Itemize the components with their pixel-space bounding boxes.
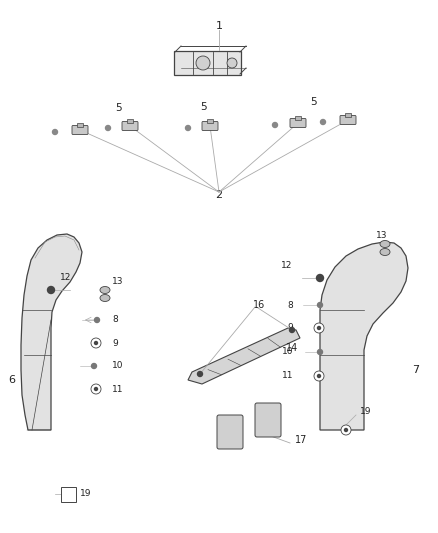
Circle shape bbox=[227, 58, 237, 68]
Ellipse shape bbox=[380, 248, 390, 255]
Circle shape bbox=[47, 287, 54, 294]
Circle shape bbox=[53, 130, 57, 134]
Text: 6: 6 bbox=[8, 375, 15, 385]
Circle shape bbox=[293, 121, 297, 125]
Circle shape bbox=[341, 425, 351, 435]
Text: 14: 14 bbox=[286, 343, 298, 353]
Circle shape bbox=[75, 128, 79, 132]
Circle shape bbox=[91, 384, 101, 394]
Circle shape bbox=[343, 118, 347, 122]
FancyBboxPatch shape bbox=[202, 122, 218, 131]
FancyBboxPatch shape bbox=[255, 403, 281, 437]
Circle shape bbox=[106, 125, 110, 131]
FancyBboxPatch shape bbox=[122, 122, 138, 131]
Circle shape bbox=[92, 364, 96, 368]
Circle shape bbox=[318, 350, 322, 354]
Circle shape bbox=[321, 119, 325, 125]
Polygon shape bbox=[188, 328, 300, 384]
Text: 17: 17 bbox=[295, 435, 307, 445]
Circle shape bbox=[290, 327, 294, 333]
Text: 9: 9 bbox=[112, 338, 118, 348]
Circle shape bbox=[345, 429, 347, 432]
Text: 10: 10 bbox=[112, 361, 124, 370]
Circle shape bbox=[91, 338, 101, 348]
Text: 5: 5 bbox=[310, 97, 317, 107]
Text: 12: 12 bbox=[60, 273, 71, 282]
Circle shape bbox=[318, 303, 322, 308]
Text: 5: 5 bbox=[200, 102, 207, 112]
Polygon shape bbox=[21, 234, 82, 430]
FancyBboxPatch shape bbox=[60, 487, 75, 502]
FancyBboxPatch shape bbox=[217, 415, 243, 449]
Polygon shape bbox=[320, 242, 408, 430]
Text: 12: 12 bbox=[281, 262, 292, 271]
Circle shape bbox=[198, 372, 202, 376]
Text: 7: 7 bbox=[412, 365, 419, 375]
Text: 10: 10 bbox=[282, 348, 293, 357]
FancyBboxPatch shape bbox=[340, 116, 356, 125]
Circle shape bbox=[317, 274, 324, 281]
Circle shape bbox=[125, 124, 129, 128]
FancyBboxPatch shape bbox=[174, 51, 241, 75]
Text: 11: 11 bbox=[112, 384, 124, 393]
Ellipse shape bbox=[380, 240, 390, 247]
Circle shape bbox=[205, 124, 209, 128]
FancyBboxPatch shape bbox=[295, 116, 301, 120]
Circle shape bbox=[272, 123, 278, 127]
FancyBboxPatch shape bbox=[72, 125, 88, 134]
Text: 2: 2 bbox=[215, 190, 223, 200]
Text: 8: 8 bbox=[287, 301, 293, 310]
Circle shape bbox=[95, 342, 98, 344]
FancyBboxPatch shape bbox=[77, 123, 83, 127]
FancyBboxPatch shape bbox=[127, 118, 133, 123]
FancyBboxPatch shape bbox=[345, 112, 351, 117]
FancyBboxPatch shape bbox=[290, 118, 306, 127]
Text: 8: 8 bbox=[112, 316, 118, 325]
Text: 16: 16 bbox=[253, 300, 265, 310]
Text: 19: 19 bbox=[80, 489, 92, 498]
Circle shape bbox=[314, 371, 324, 381]
Circle shape bbox=[95, 318, 99, 322]
Text: 11: 11 bbox=[282, 372, 293, 381]
Text: 13: 13 bbox=[112, 278, 124, 287]
Text: 19: 19 bbox=[360, 408, 371, 416]
Circle shape bbox=[318, 375, 321, 377]
Text: 9: 9 bbox=[287, 324, 293, 333]
Ellipse shape bbox=[100, 295, 110, 302]
Circle shape bbox=[196, 56, 210, 70]
Circle shape bbox=[314, 323, 324, 333]
Text: 5: 5 bbox=[115, 103, 122, 113]
FancyBboxPatch shape bbox=[207, 118, 213, 123]
Ellipse shape bbox=[100, 287, 110, 294]
Text: 1: 1 bbox=[215, 21, 223, 31]
Circle shape bbox=[186, 125, 191, 131]
Circle shape bbox=[318, 327, 321, 329]
Text: 13: 13 bbox=[376, 230, 388, 239]
Circle shape bbox=[95, 387, 98, 391]
